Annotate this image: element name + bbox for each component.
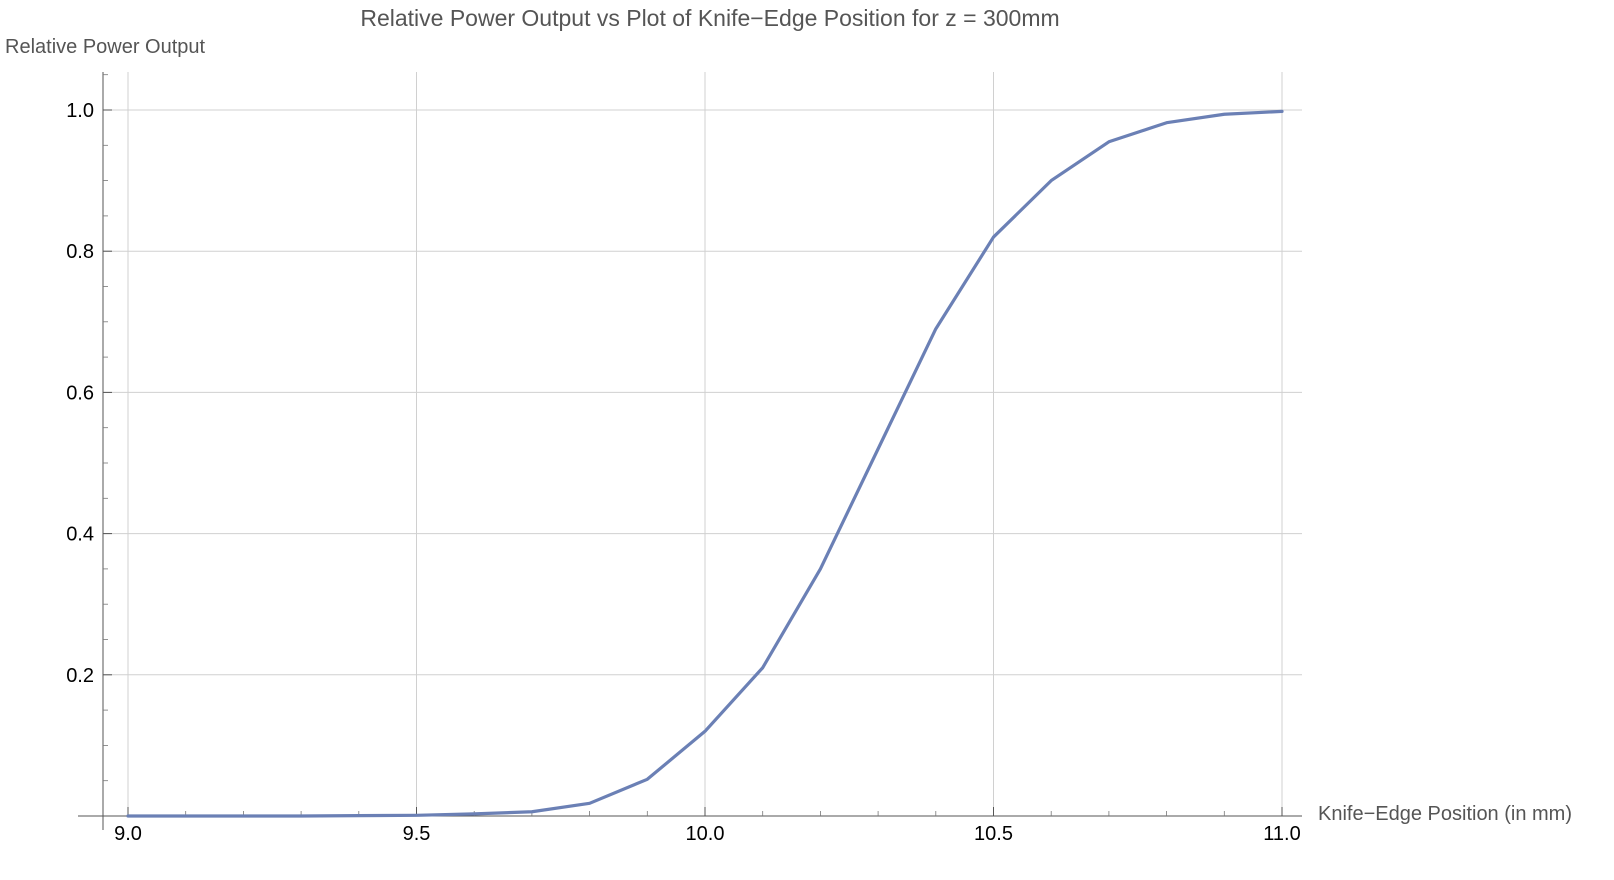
- data-point: [703, 729, 707, 733]
- y-tick-label: 0.8: [66, 241, 94, 263]
- data-point: [1165, 121, 1169, 125]
- data-point: [934, 327, 938, 331]
- data-point: [1280, 109, 1284, 113]
- x-tick-label: 11.0: [1263, 823, 1300, 845]
- x-tick-label: 10.0: [686, 823, 725, 845]
- data-point: [299, 814, 303, 818]
- y-tick-label: 1.0: [66, 100, 94, 122]
- y-tick-label: 0.2: [66, 665, 94, 687]
- data-point: [415, 813, 419, 817]
- x-tick-label: 9.5: [403, 823, 431, 845]
- data-point: [761, 666, 765, 670]
- data-point: [1222, 112, 1226, 116]
- series-line: [126, 109, 1284, 818]
- x-tick-label: 10.5: [974, 823, 1013, 845]
- series: [126, 109, 1284, 818]
- x-tick-label: 9.0: [114, 823, 142, 845]
- data-point: [876, 447, 880, 451]
- y-axis-title: Relative Power Output: [5, 36, 206, 58]
- chart-title: Relative Power Output vs Plot of Knife−E…: [360, 5, 1059, 31]
- data-point: [818, 567, 822, 571]
- data-point: [645, 777, 649, 781]
- data-point: [588, 801, 592, 805]
- data-point: [1049, 179, 1053, 183]
- data-point: [992, 235, 996, 239]
- data-point: [126, 814, 130, 818]
- x-axis-title: Knife−Edge Position (in mm): [1318, 803, 1572, 825]
- grid: [103, 72, 1302, 816]
- data-point: [472, 812, 476, 816]
- y-tick-label: 0.6: [66, 382, 94, 404]
- ticks: [103, 74, 1283, 816]
- data-point: [184, 814, 188, 818]
- data-point: [357, 814, 361, 818]
- data-point: [1107, 140, 1111, 144]
- axes: [78, 72, 1302, 830]
- tick-labels: 9.0 9.5 10.0 10.5 11.0 0.2 0.4 0.6 0.8 1.0: [66, 100, 1301, 845]
- data-point: [241, 814, 245, 818]
- y-tick-label: 0.4: [66, 524, 94, 546]
- data-point: [530, 810, 534, 814]
